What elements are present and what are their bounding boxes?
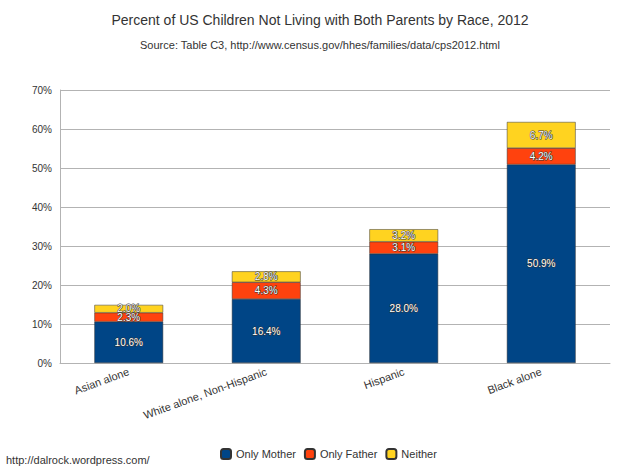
svg-text:White alone, Non-Hispanic: White alone, Non-Hispanic [142, 365, 269, 421]
svg-text:Only Mother: Only Mother [236, 448, 296, 460]
svg-text:16.4%: 16.4% [252, 326, 280, 337]
svg-text:6.7%: 6.7% [530, 130, 553, 141]
svg-text:50.9%: 50.9% [527, 258, 555, 269]
svg-text:4.2%: 4.2% [530, 151, 553, 162]
svg-text:40%: 40% [32, 202, 52, 213]
svg-text:3.2%: 3.2% [392, 230, 415, 241]
svg-text:Only Father: Only Father [320, 448, 378, 460]
svg-text:2.8%: 2.8% [255, 271, 278, 282]
svg-text:28.0%: 28.0% [390, 303, 418, 314]
svg-text:Black alone: Black alone [486, 365, 544, 396]
svg-text:2.0%: 2.0% [117, 303, 140, 314]
svg-text:70%: 70% [32, 85, 52, 96]
svg-text:Percent of US Children Not Liv: Percent of US Children Not Living with B… [111, 12, 528, 28]
svg-text:30%: 30% [32, 241, 52, 252]
svg-text:4.3%: 4.3% [255, 285, 278, 296]
svg-text:0%: 0% [38, 358, 53, 369]
svg-text:3.1%: 3.1% [392, 242, 415, 253]
svg-text:10%: 10% [32, 319, 52, 330]
svg-text:50%: 50% [32, 163, 52, 174]
svg-text:Hispanic: Hispanic [362, 365, 406, 391]
svg-text:10.6%: 10.6% [115, 337, 143, 348]
svg-text:Neither: Neither [401, 448, 437, 460]
svg-text:20%: 20% [32, 280, 52, 291]
svg-text:60%: 60% [32, 124, 52, 135]
svg-text:2.3%: 2.3% [117, 311, 141, 323]
svg-text:Asian alone: Asian alone [73, 365, 131, 396]
svg-text:http://dalrock.wordpress.com/: http://dalrock.wordpress.com/ [6, 454, 151, 466]
svg-text:Source: Table C3, http://www.c: Source: Table C3, http://www.census.gov/… [140, 39, 500, 51]
